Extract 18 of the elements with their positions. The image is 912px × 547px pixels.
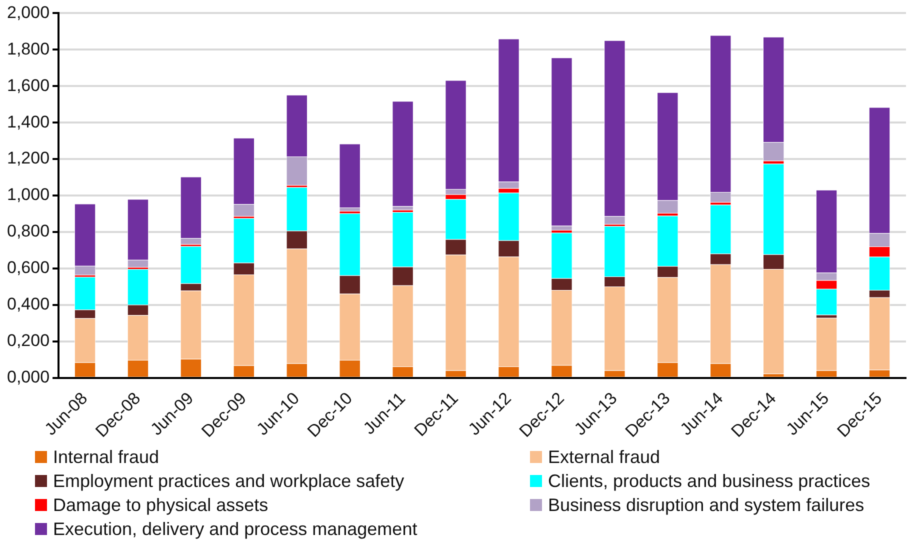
y-tick-label: 1,800 <box>6 39 50 58</box>
y-tick-label: 0,400 <box>6 294 50 314</box>
legend-label: Business disruption and system failures <box>548 494 864 517</box>
y-tick-label: 1,000 <box>6 185 50 204</box>
y-tick-label: 1,600 <box>6 76 50 95</box>
legend-label: Clients, products and business practices <box>548 470 870 493</box>
y-tick-label: 2,000 <box>6 2 50 22</box>
y-tick-label: 1,200 <box>6 148 50 168</box>
legend-label: Execution, delivery and process management <box>53 518 418 541</box>
y-tick-label: 1,400 <box>6 112 50 132</box>
y-tick-label: 0,000 <box>6 368 50 387</box>
y-tick-label: 0,600 <box>6 258 50 278</box>
legend-label: External fraud <box>548 446 660 469</box>
y-tick-label: 0,800 <box>6 222 50 241</box>
y-tick-label: 0,200 <box>6 331 50 350</box>
legend-label: Employment practices and workplace safety <box>53 470 404 493</box>
legend-label: Internal fraud <box>53 446 160 469</box>
legend-label: Damage to physical assets <box>53 494 268 517</box>
